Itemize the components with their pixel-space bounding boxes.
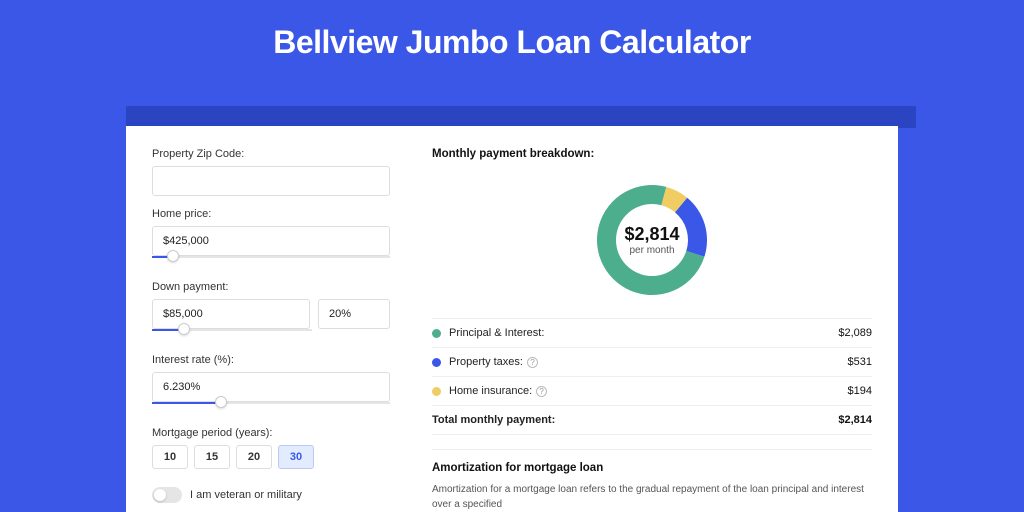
legend-dot <box>432 358 441 367</box>
veteran-row: I am veteran or military <box>152 487 390 503</box>
donut-chart: $2,814 per month <box>432 170 872 310</box>
donut-amount: $2,814 <box>624 224 679 245</box>
home-price-slider[interactable] <box>152 255 390 269</box>
calculator-card: Property Zip Code: Home price: Down paym… <box>126 126 898 512</box>
legend-label: Principal & Interest: <box>449 327 544 339</box>
home-price-input[interactable] <box>152 226 390 256</box>
total-label: Total monthly payment: <box>432 414 555 426</box>
period-button-20[interactable]: 20 <box>236 445 272 469</box>
toggle-knob <box>154 489 166 501</box>
zip-input[interactable] <box>152 166 390 196</box>
down-payment-slider[interactable] <box>152 328 312 342</box>
donut-segment-property_taxes <box>675 198 707 257</box>
donut-sub: per month <box>624 245 679 256</box>
period-button-10[interactable]: 10 <box>152 445 188 469</box>
form-column: Property Zip Code: Home price: Down paym… <box>126 126 416 512</box>
down-payment-input[interactable] <box>152 299 310 329</box>
slider-thumb[interactable] <box>167 250 179 262</box>
legend-row: Property taxes:? $531 <box>432 347 872 376</box>
info-icon[interactable]: ? <box>527 357 538 368</box>
legend-label: Home insurance: <box>449 385 532 397</box>
legend-dot <box>432 329 441 338</box>
legend-row: Home insurance:? $194 <box>432 376 872 405</box>
slider-thumb[interactable] <box>215 396 227 408</box>
amortization-title: Amortization for mortgage loan <box>432 449 872 474</box>
info-icon[interactable]: ? <box>536 386 547 397</box>
breakdown-column: Monthly payment breakdown: $2,814 per mo… <box>416 126 898 512</box>
legend-row: Principal & Interest: $2,089 <box>432 318 872 347</box>
home-price-label: Home price: <box>152 208 390 220</box>
rate-label: Interest rate (%): <box>152 354 390 366</box>
breakdown-title: Monthly payment breakdown: <box>432 148 872 160</box>
period-label: Mortgage period (years): <box>152 427 390 439</box>
rate-slider[interactable] <box>152 401 390 415</box>
zip-label: Property Zip Code: <box>152 148 390 160</box>
legend-list: Principal & Interest: $2,089 Property taxe… <box>432 318 872 405</box>
card-shadow <box>126 106 916 128</box>
slider-thumb[interactable] <box>178 323 190 335</box>
legend-value: $531 <box>848 356 872 368</box>
total-value: $2,814 <box>838 414 872 426</box>
rate-input[interactable] <box>152 372 390 402</box>
slider-fill <box>152 402 221 404</box>
period-buttons: 10152030 <box>152 445 390 469</box>
period-button-30[interactable]: 30 <box>278 445 314 469</box>
total-row: Total monthly payment: $2,814 <box>432 405 872 435</box>
legend-value: $2,089 <box>838 327 872 339</box>
donut-center: $2,814 per month <box>624 224 679 256</box>
down-payment-percent-input[interactable] <box>318 299 390 329</box>
veteran-toggle[interactable] <box>152 487 182 503</box>
legend-value: $194 <box>848 385 872 397</box>
page-title: Bellview Jumbo Loan Calculator <box>0 0 1024 79</box>
veteran-label: I am veteran or military <box>190 489 302 501</box>
legend-dot <box>432 387 441 396</box>
slider-track <box>152 256 390 258</box>
amortization-text: Amortization for a mortgage loan refers … <box>432 482 872 512</box>
period-button-15[interactable]: 15 <box>194 445 230 469</box>
legend-label: Property taxes: <box>449 356 523 368</box>
down-payment-label: Down payment: <box>152 281 390 293</box>
